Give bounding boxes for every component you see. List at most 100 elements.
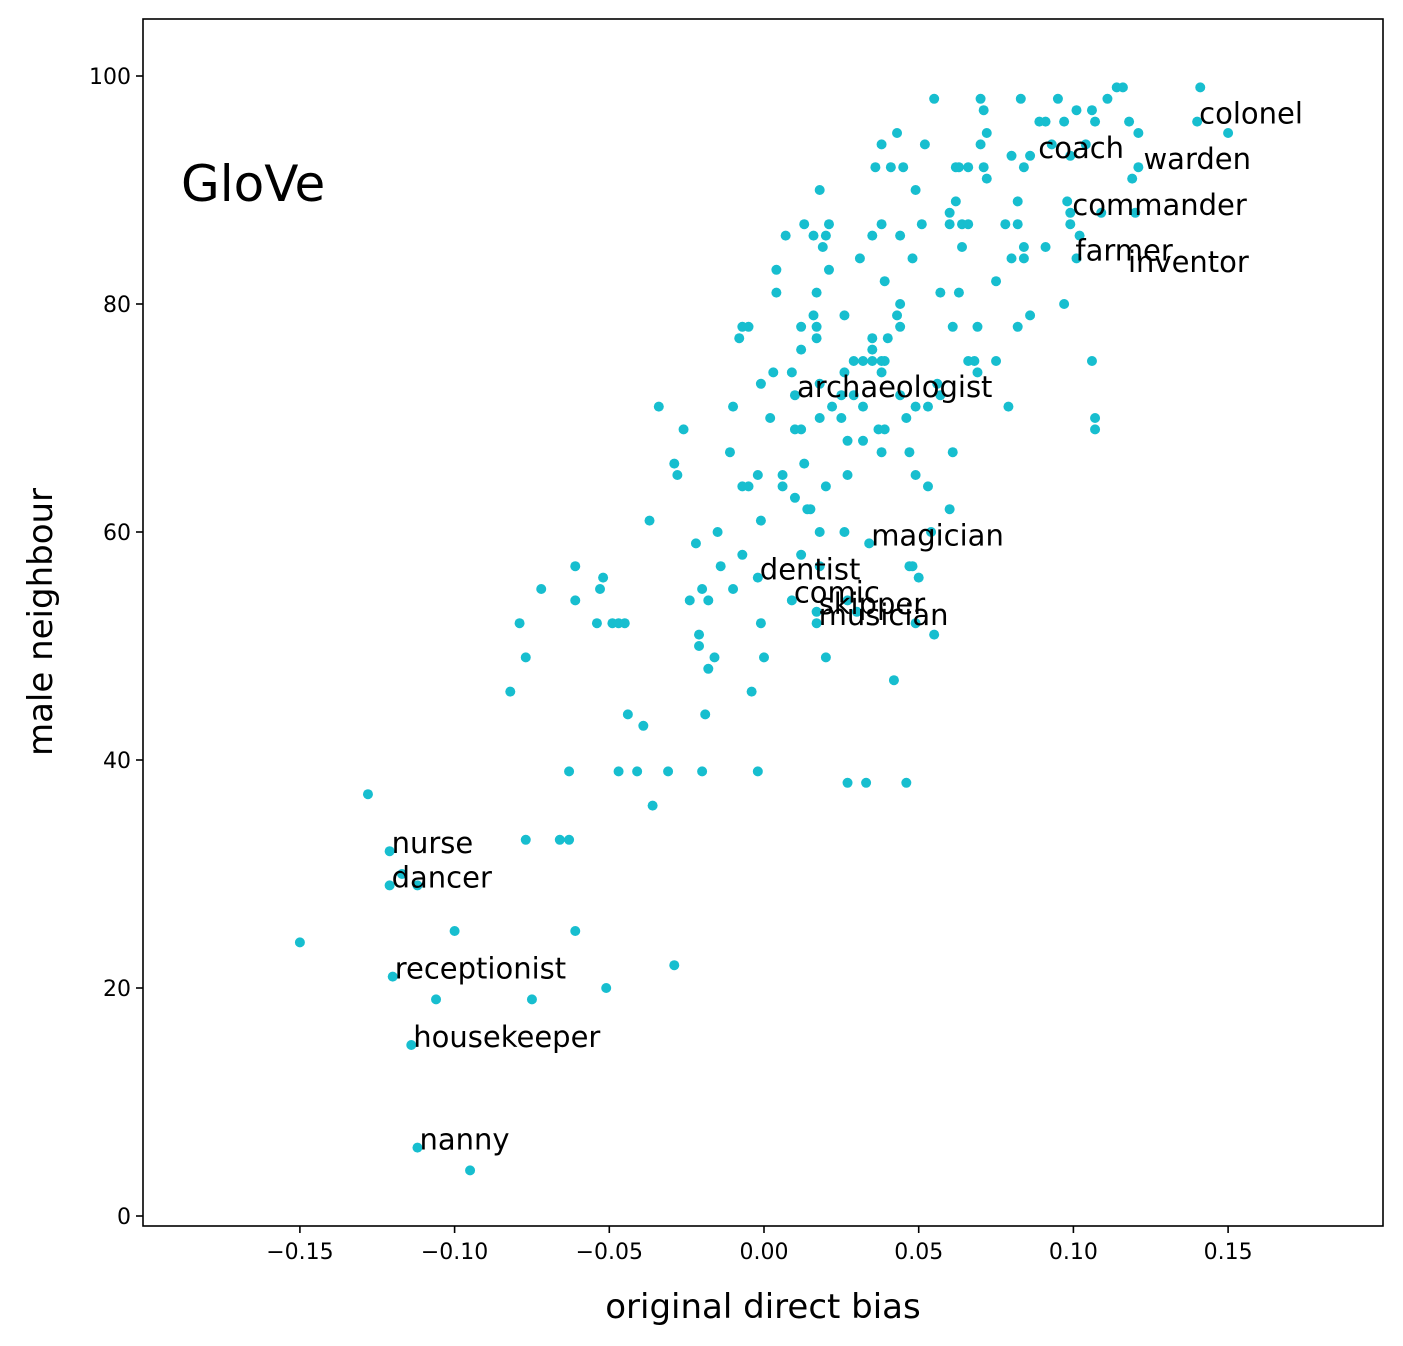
data-point bbox=[827, 401, 838, 412]
data-point bbox=[1059, 299, 1070, 309]
data-point bbox=[690, 538, 701, 549]
data-point bbox=[406, 1040, 417, 1050]
data-point bbox=[1133, 162, 1144, 173]
data-point bbox=[922, 401, 933, 412]
data-point bbox=[789, 492, 800, 503]
data-point bbox=[796, 549, 807, 560]
data-point bbox=[644, 515, 655, 526]
x-tick-label: 0.10 bbox=[1049, 1240, 1098, 1265]
x-tick-label: −0.10 bbox=[421, 1240, 488, 1265]
data-point bbox=[601, 983, 612, 993]
data-point bbox=[867, 230, 878, 241]
data-point bbox=[724, 447, 735, 458]
data-point bbox=[786, 367, 797, 378]
data-point bbox=[1040, 116, 1051, 127]
data-point bbox=[1071, 105, 1082, 116]
data-point bbox=[922, 481, 933, 492]
data-point bbox=[907, 561, 918, 572]
data-point bbox=[697, 584, 708, 594]
data-point bbox=[879, 276, 890, 287]
data-point bbox=[1111, 82, 1122, 93]
data-point bbox=[820, 481, 831, 492]
data-point bbox=[526, 994, 537, 1005]
data-point bbox=[1090, 424, 1101, 435]
data-point bbox=[935, 390, 946, 401]
data-point bbox=[858, 401, 869, 412]
data-point bbox=[1071, 253, 1082, 264]
data-point bbox=[669, 960, 680, 971]
data-point bbox=[697, 766, 708, 777]
y-tick-label: 0 bbox=[117, 1205, 131, 1230]
data-point bbox=[892, 310, 903, 321]
data-point bbox=[885, 162, 896, 173]
data-point bbox=[595, 584, 606, 594]
data-point bbox=[384, 880, 395, 891]
data-point bbox=[839, 310, 850, 321]
data-point bbox=[814, 561, 825, 572]
data-point bbox=[839, 527, 850, 537]
data-point bbox=[799, 458, 810, 469]
data-point bbox=[796, 424, 807, 435]
data-point bbox=[1046, 139, 1057, 150]
data-point bbox=[1192, 116, 1203, 127]
data-point bbox=[1074, 230, 1085, 241]
data-point bbox=[876, 219, 887, 230]
data-point bbox=[895, 390, 906, 401]
data-point bbox=[672, 470, 683, 480]
point-annotation: colonel bbox=[1199, 97, 1303, 131]
data-point bbox=[910, 401, 921, 412]
data-point bbox=[1059, 116, 1070, 127]
data-point bbox=[412, 1142, 423, 1153]
data-point bbox=[842, 435, 853, 446]
data-point bbox=[978, 105, 989, 116]
data-point bbox=[653, 401, 664, 412]
data-point bbox=[570, 595, 581, 606]
data-point bbox=[715, 561, 726, 572]
data-point bbox=[384, 846, 395, 857]
data-point bbox=[991, 356, 1002, 366]
data-point bbox=[591, 618, 602, 629]
data-point bbox=[734, 333, 745, 344]
data-point bbox=[663, 766, 674, 777]
data-point bbox=[839, 367, 850, 378]
data-point bbox=[904, 447, 915, 458]
data-point bbox=[814, 185, 825, 195]
data-point bbox=[947, 321, 958, 332]
data-point bbox=[907, 253, 918, 264]
data-point bbox=[1006, 150, 1017, 161]
data-point bbox=[842, 470, 853, 480]
data-point bbox=[613, 766, 624, 777]
data-point bbox=[870, 162, 881, 173]
data-point bbox=[294, 937, 305, 948]
data-point bbox=[811, 606, 822, 617]
data-point bbox=[1062, 196, 1073, 207]
data-point bbox=[737, 549, 748, 560]
point-annotation: dancer bbox=[392, 860, 492, 894]
data-point bbox=[808, 310, 819, 321]
data-point bbox=[876, 447, 887, 458]
data-point bbox=[1018, 162, 1029, 173]
point-annotation: comic bbox=[794, 575, 880, 609]
data-point bbox=[823, 264, 834, 275]
data-point bbox=[728, 401, 739, 412]
data-point bbox=[752, 572, 763, 583]
data-point bbox=[1040, 242, 1051, 252]
data-point bbox=[598, 572, 609, 583]
data-point bbox=[786, 595, 797, 606]
data-point bbox=[709, 652, 720, 663]
data-point bbox=[876, 367, 887, 378]
panel-label: GloVe bbox=[181, 155, 325, 213]
point-annotation: receptionist bbox=[395, 952, 566, 986]
point-annotation: skipper bbox=[819, 587, 926, 621]
data-point bbox=[929, 629, 940, 640]
data-point bbox=[746, 686, 757, 697]
data-point bbox=[947, 447, 958, 458]
point-annotation: warden bbox=[1143, 142, 1251, 176]
data-point bbox=[817, 242, 828, 252]
data-point bbox=[895, 230, 906, 241]
data-point bbox=[926, 527, 937, 537]
data-point bbox=[814, 413, 825, 423]
point-annotation: dentist bbox=[760, 553, 861, 587]
data-point bbox=[1003, 401, 1014, 412]
data-point bbox=[867, 356, 878, 366]
